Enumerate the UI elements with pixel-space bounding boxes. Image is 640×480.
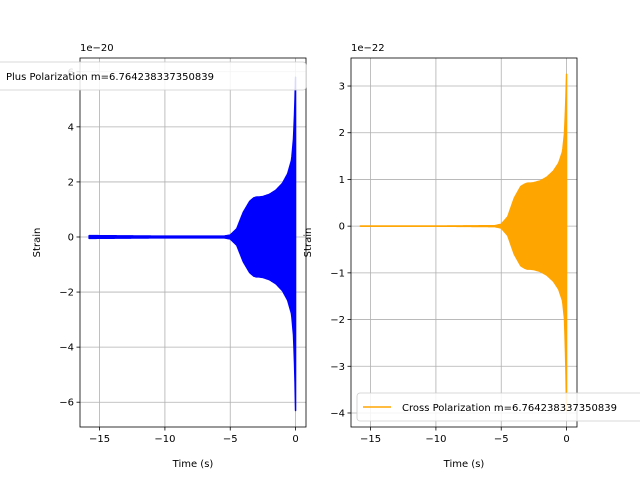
y-tick-label: 0: [339, 222, 345, 233]
y-tick-label: −3: [330, 362, 345, 373]
y-axis-label: Strain: [303, 228, 314, 258]
series-line: [88, 76, 297, 412]
x-tick-label: −10: [154, 434, 175, 445]
y-tick-label: 3: [339, 82, 345, 93]
legend-plus: Plus Polarization m=6.764238337350839: [0, 61, 307, 91]
x-tick-label: −15: [89, 434, 110, 445]
y-tick-label: −1: [330, 268, 345, 279]
series-line: [359, 73, 568, 412]
y-tick-label: −2: [330, 315, 345, 326]
y-tick-label: −4: [330, 408, 345, 419]
legend-box: [356, 392, 640, 422]
y-tick-label: 4: [68, 122, 74, 133]
plot-frame: [79, 57, 307, 428]
y-offset-label: 1e−22: [351, 43, 385, 54]
x-tick-label: −10: [425, 434, 446, 445]
x-tick-label: −5: [223, 434, 238, 445]
y-tick-label: 1: [339, 175, 345, 186]
y-tick-label: 0: [68, 232, 74, 243]
x-tick-label: 0: [563, 434, 569, 445]
y-tick-label: −4: [59, 343, 74, 354]
x-tick-label: −5: [494, 434, 509, 445]
legend-cross: Cross Polarization m=6.764238337350839: [356, 392, 640, 422]
x-tick-label: −15: [360, 434, 381, 445]
legend-box: [0, 61, 307, 91]
x-axis-label: Time (s): [172, 459, 214, 470]
y-axis-label: Strain: [32, 228, 43, 258]
y-offset-label: 1e−20: [80, 43, 114, 54]
y-tick-label: 2: [339, 128, 345, 139]
y-tick-label: 2: [68, 177, 74, 188]
legend-entry-text: Cross Polarization m=6.764238337350839: [402, 403, 617, 414]
y-tick-label: −6: [59, 398, 74, 409]
x-tick-label: 0: [292, 434, 298, 445]
plot-frame: [350, 57, 578, 428]
legend-entry-text: Plus Polarization m=6.764238337350839: [6, 72, 214, 83]
x-axis-label: Time (s): [443, 459, 485, 470]
y-tick-label: −2: [59, 288, 74, 299]
